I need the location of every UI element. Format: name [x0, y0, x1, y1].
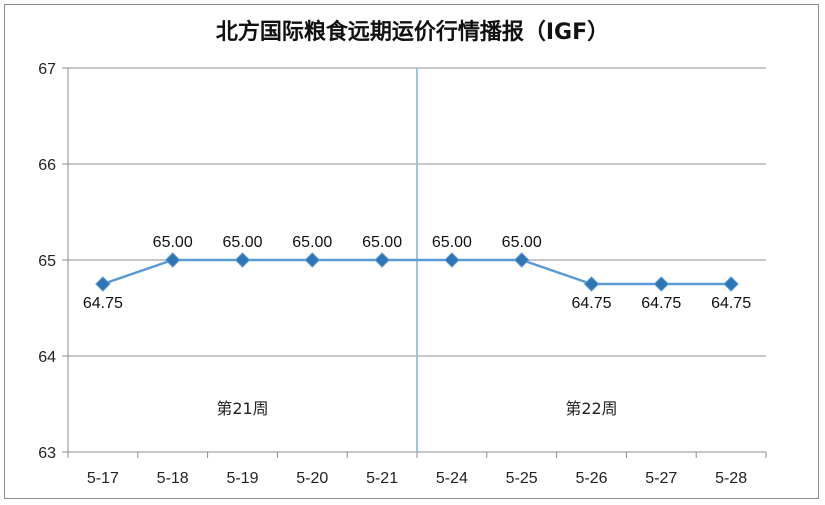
y-tick-label: 63 [38, 445, 56, 462]
week-label: 第21周 [216, 399, 268, 418]
x-tick-label: 5-28 [715, 470, 747, 487]
series-line [102, 258, 732, 286]
data-point-marker [513, 252, 530, 268]
data-point-marker [304, 252, 321, 268]
x-tick-label: 5-18 [157, 470, 189, 487]
chart-frame [4, 4, 819, 499]
data-point-marker [653, 276, 670, 292]
week-label: 第22周 [565, 399, 617, 418]
data-point-marker [95, 276, 111, 292]
data-point-marker [583, 276, 600, 292]
data-label: 65.00 [432, 234, 472, 251]
x-tick-label: 5-24 [436, 470, 468, 487]
data-point-marker [164, 252, 181, 268]
data-point-marker [234, 252, 251, 268]
x-tick-label: 5-17 [87, 470, 119, 487]
chart-title: 北方国际粮食远期运价行情播报（IGF） [215, 20, 610, 45]
data-point-marker [444, 252, 460, 268]
y-tick-label: 67 [38, 61, 56, 78]
data-label: 65.00 [153, 234, 193, 251]
data-point-marker [723, 276, 739, 292]
data-label: 64.75 [83, 295, 123, 312]
x-tick-label: 5-21 [366, 470, 398, 487]
x-tick-label: 5-27 [645, 470, 677, 487]
data-label: 64.75 [641, 295, 681, 312]
data-label: 65.00 [502, 234, 542, 251]
data-label: 65.00 [292, 234, 332, 251]
x-tick-label: 5-19 [226, 470, 258, 487]
x-tick-label: 5-26 [575, 470, 607, 487]
x-tick-label: 5-20 [296, 470, 328, 487]
x-tick-label: 5-25 [506, 470, 538, 487]
data-label: 64.75 [571, 295, 611, 312]
y-tick-label: 65 [38, 253, 56, 270]
data-label: 65.00 [362, 234, 402, 251]
data-point-marker [374, 252, 390, 268]
y-tick-label: 66 [38, 157, 56, 174]
data-label: 64.75 [711, 295, 751, 312]
y-tick-label: 64 [38, 349, 56, 366]
data-label: 65.00 [222, 234, 262, 251]
